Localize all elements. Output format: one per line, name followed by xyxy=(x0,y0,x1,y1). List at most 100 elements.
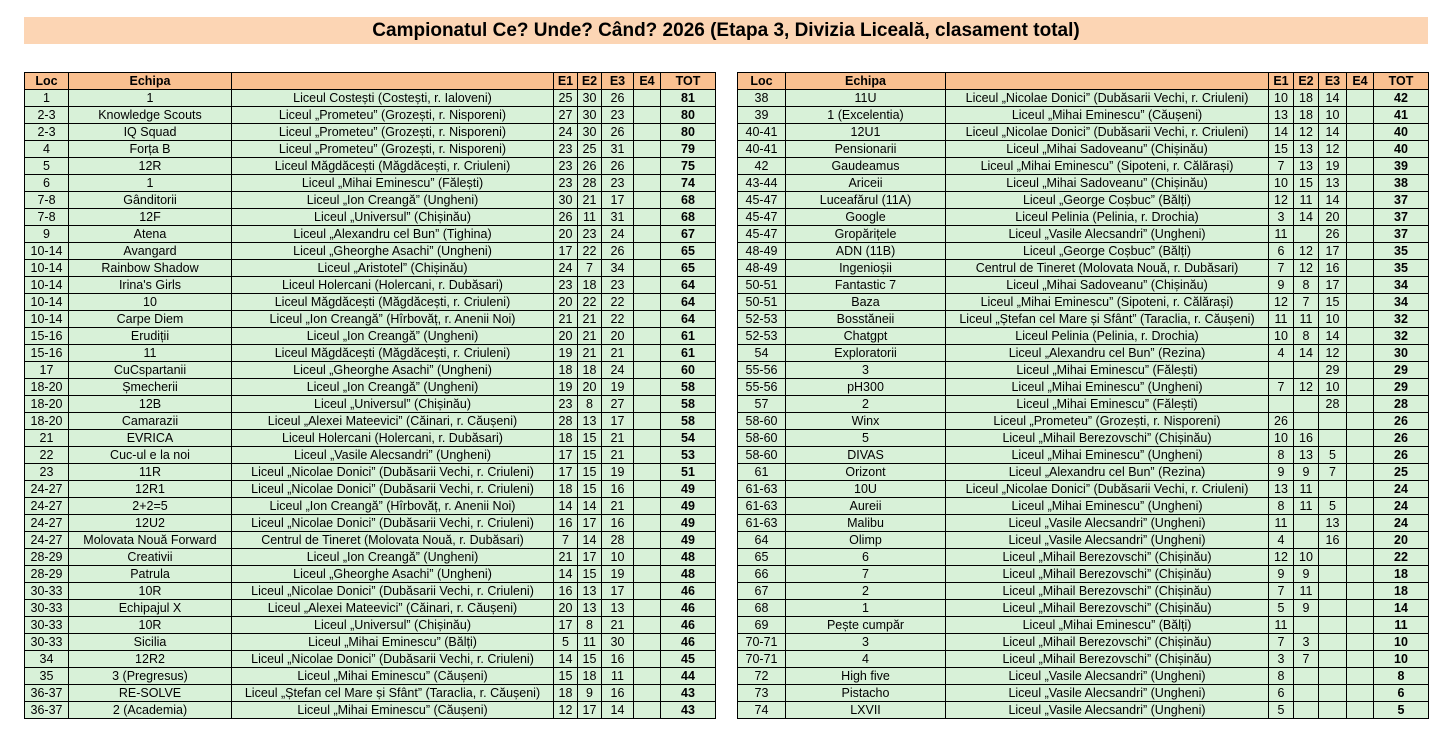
school-cell: Liceul „Alexandru cel Bun” (Rezina) xyxy=(945,463,1269,481)
table-row: 61-63 Malibu Liceul „Vasile Alecsandri” (U… xyxy=(737,514,1429,532)
total-cell: 24 xyxy=(1373,497,1429,515)
e3-cell: 5 xyxy=(1318,446,1347,464)
total-cell: 30 xyxy=(1373,344,1429,362)
school-cell: Liceul „Vasile Alecsandri” (Ungheni) xyxy=(231,446,554,464)
team-cell: DIVAS xyxy=(785,446,946,464)
e3-cell: 26 xyxy=(601,157,634,175)
table-row: 43-44 Ariceii Liceul „Mihai Sadoveanu” (Ch… xyxy=(737,174,1429,192)
e2-cell: 15 xyxy=(577,429,602,447)
e2-cell: 15 xyxy=(577,463,602,481)
e4-cell xyxy=(633,514,661,532)
e4-cell xyxy=(633,106,661,124)
e1-cell: 24 xyxy=(553,259,578,277)
team-cell: 5 xyxy=(785,429,946,447)
table-row: 10-14 Rainbow Shadow Liceul „Aristotel” (C… xyxy=(24,259,716,277)
e1-cell: 21 xyxy=(553,310,578,328)
school-cell: Liceul „Gheorghe Asachi” (Ungheni) xyxy=(231,242,554,260)
school-cell: Liceul „Mihai Eminescu” (Fălești) xyxy=(945,395,1269,413)
team-cell: Olimp xyxy=(785,531,946,549)
e4-cell xyxy=(633,225,661,243)
table-row: 45-47 Luceafărul (11A) Liceul „George Coșb… xyxy=(737,191,1429,209)
e3-cell: 23 xyxy=(601,174,634,192)
e2-cell: 30 xyxy=(577,106,602,124)
total-cell: 28 xyxy=(1373,395,1429,413)
team-cell: 11 xyxy=(68,344,232,362)
table-row: 24-27 12U2 Liceul „Nicolae Donici” (Dubăsa… xyxy=(24,514,716,532)
total-cell: 26 xyxy=(1373,446,1429,464)
e2-cell: 10 xyxy=(1293,548,1319,566)
e3-cell: 10 xyxy=(1318,378,1347,396)
team-cell: 12R xyxy=(68,157,232,175)
loc-cell: 1 xyxy=(24,89,69,107)
e1-cell: 11 xyxy=(1268,225,1294,243)
loc-cell: 23 xyxy=(24,463,69,481)
e3-cell: 31 xyxy=(601,140,634,158)
loc-cell: 30-33 xyxy=(24,599,69,617)
table-row: 21 EVRICA Liceul Holercani (Holercani, r. … xyxy=(24,429,716,447)
loc-cell: 30-33 xyxy=(24,582,69,600)
team-cell: 10R xyxy=(68,582,232,600)
school-cell: Liceul „Mihai Sadoveanu” (Chișinău) xyxy=(945,174,1269,192)
e3-cell: 5 xyxy=(1318,497,1347,515)
loc-cell: 36-37 xyxy=(24,701,69,719)
e1-cell: 3 xyxy=(1268,650,1294,668)
team-cell: LXVII xyxy=(785,701,946,719)
table-row: 10-14 Carpe Diem Liceul „Ion Creangă” (Hîr… xyxy=(24,310,716,328)
team-cell: 2 xyxy=(785,582,946,600)
school-cell: Liceul „Ion Creangă” (Ungheni) xyxy=(231,191,554,209)
e1-cell: 20 xyxy=(553,225,578,243)
e4-cell xyxy=(1346,684,1374,702)
table-row: 28-29 Patrula Liceul „Gheorghe Asachi” (Un… xyxy=(24,565,716,583)
team-cell: Orizont xyxy=(785,463,946,481)
total-cell: 37 xyxy=(1373,191,1429,209)
team-cell: Chatgpt xyxy=(785,327,946,345)
standings-table-right: Loc Echipa E1 E2 E3 E4 TOT 38 11U Liceul „Nicola… xyxy=(737,72,1429,719)
team-cell: 12R1 xyxy=(68,480,232,498)
e4-cell xyxy=(1346,378,1374,396)
e2-cell: 8 xyxy=(577,395,602,413)
total-cell: 68 xyxy=(660,191,716,209)
total-cell: 49 xyxy=(660,531,716,549)
loc-cell: 22 xyxy=(24,446,69,464)
loc-cell: 50-51 xyxy=(737,293,786,311)
table-row: 10-14 Avangard Liceul „Gheorghe Asachi” (U… xyxy=(24,242,716,260)
e2-cell: 8 xyxy=(577,616,602,634)
e1-cell: 4 xyxy=(1268,531,1294,549)
loc-cell: 18-20 xyxy=(24,412,69,430)
table-row: 73 Pistacho Liceul „Vasile Alecsandri” (Un… xyxy=(737,684,1429,702)
e3-cell: 31 xyxy=(601,208,634,226)
team-cell: Cuc-ul e la noi xyxy=(68,446,232,464)
e3-cell: 13 xyxy=(1318,174,1347,192)
table-row: 1 1 Liceul Costești (Costești, r. Ialoveni… xyxy=(24,89,716,107)
e1-cell: 6 xyxy=(1268,242,1294,260)
school-cell: Liceul „Nicolae Donici” (Dubăsarii Vechi… xyxy=(231,480,554,498)
loc-cell: 55-56 xyxy=(737,378,786,396)
table-row: 70-71 3 Liceul „Mihail Berezovschi” (Chiși… xyxy=(737,633,1429,651)
total-cell: 65 xyxy=(660,242,716,260)
school-cell: Liceul „Universul” (Chișinău) xyxy=(231,395,554,413)
e1-cell: 9 xyxy=(1268,463,1294,481)
table-row: 57 2 Liceul „Mihai Eminescu” (Fălești) 28 28 xyxy=(737,395,1429,413)
e4-cell xyxy=(1346,327,1374,345)
e3-cell: 10 xyxy=(1318,310,1347,328)
table-row: 45-47 Gropărițele Liceul „Vasile Alecsandr… xyxy=(737,225,1429,243)
school-cell: Liceul „Vasile Alecsandri” (Ungheni) xyxy=(945,684,1269,702)
e4-cell xyxy=(1346,344,1374,362)
school-cell: Liceul „Mihail Berezovschi” (Chișinău) xyxy=(945,582,1269,600)
school-cell: Liceul „George Coșbuc” (Bălți) xyxy=(945,242,1269,260)
e1-cell: 9 xyxy=(1268,565,1294,583)
team-cell: IQ Squad xyxy=(68,123,232,141)
e2-cell: 13 xyxy=(1293,140,1319,158)
e2-cell: 17 xyxy=(577,701,602,719)
e3-cell: 12 xyxy=(1318,344,1347,362)
loc-cell: 50-51 xyxy=(737,276,786,294)
table-row: 18-20 Camarazii Liceul „Alexei Mateevici” … xyxy=(24,412,716,430)
team-cell: Gânditorii xyxy=(68,191,232,209)
e4-cell xyxy=(633,446,661,464)
e1-cell: 27 xyxy=(553,106,578,124)
loc-cell: 57 xyxy=(737,395,786,413)
school-cell: Liceul „Mihai Eminescu” (Fălești) xyxy=(231,174,554,192)
e1-cell: 21 xyxy=(553,548,578,566)
e4-cell xyxy=(1346,480,1374,498)
e1-cell: 13 xyxy=(1268,106,1294,124)
